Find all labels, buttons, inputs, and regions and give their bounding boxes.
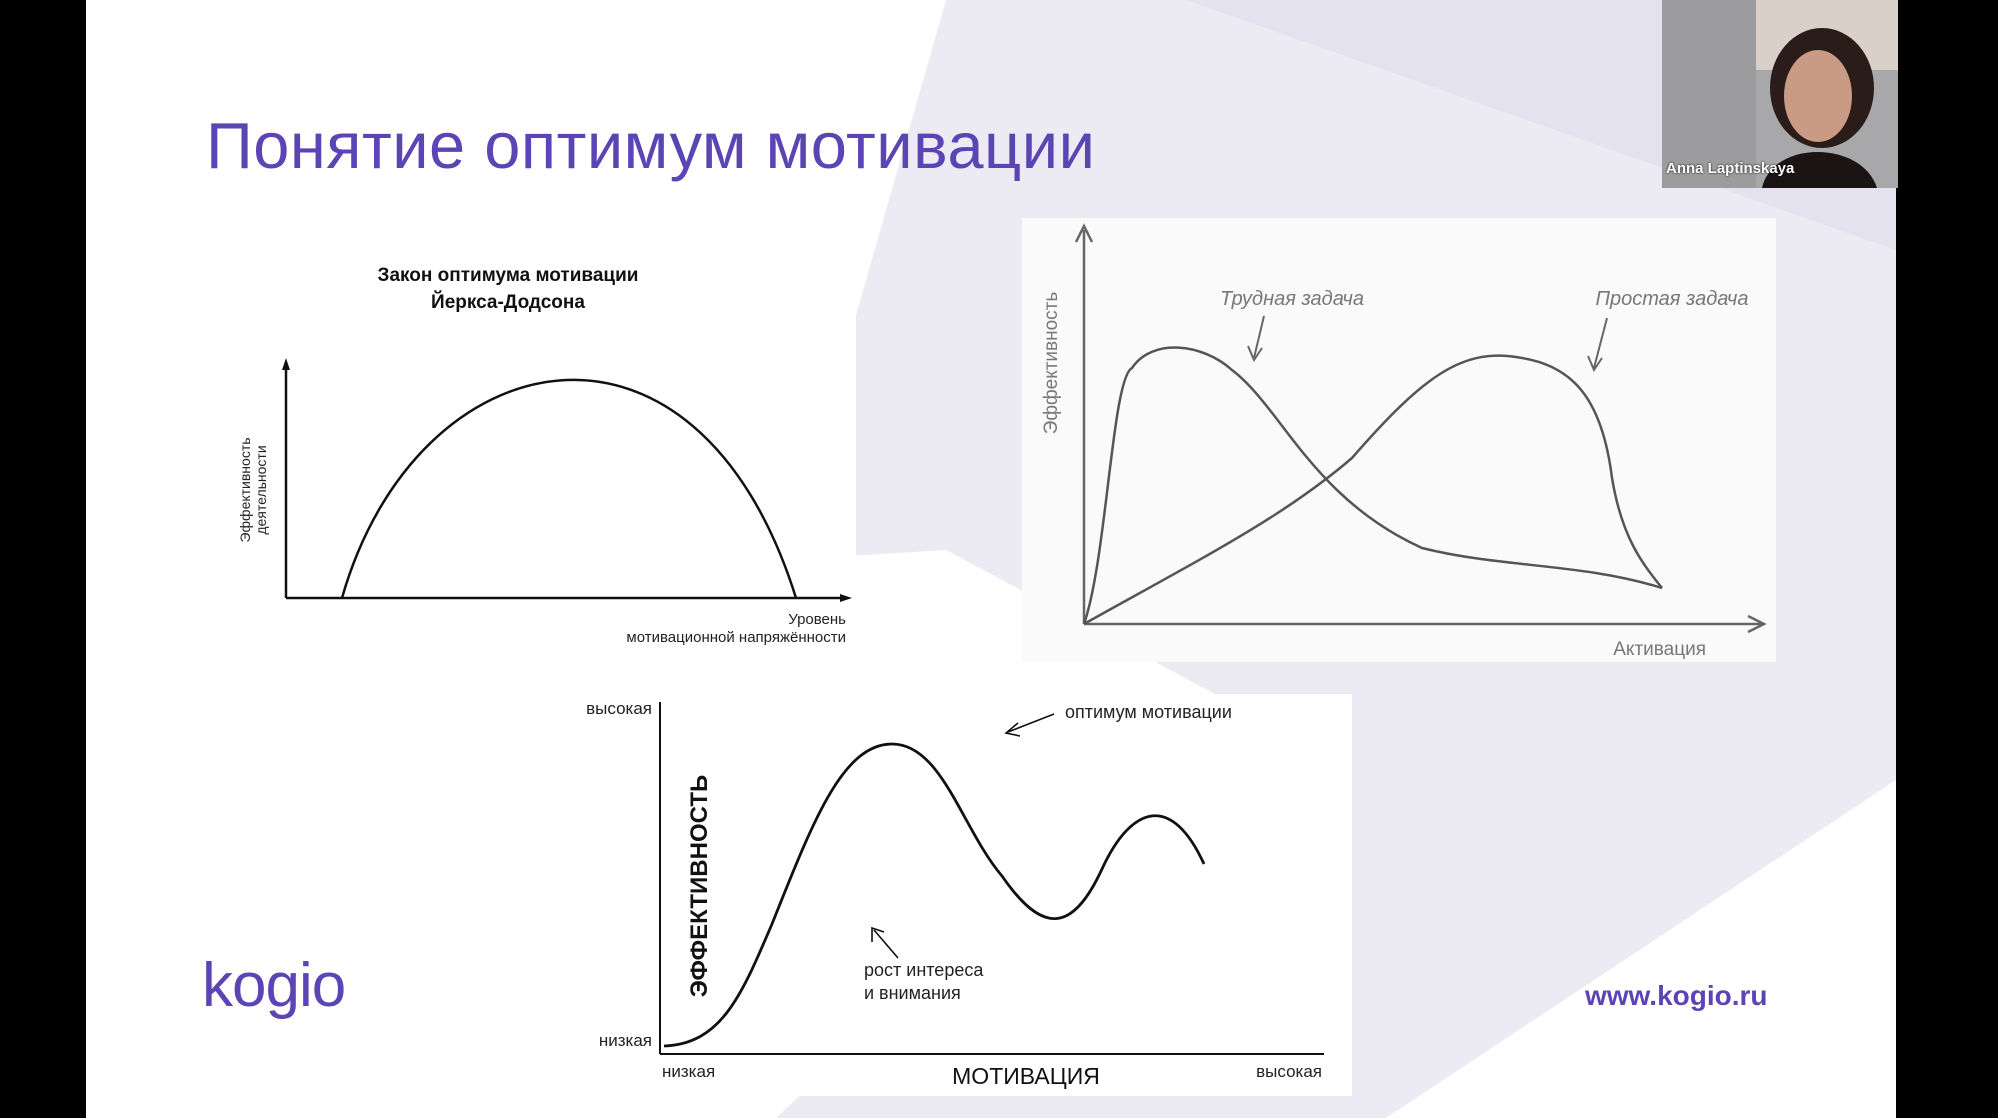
participant-video-image [1662,0,1898,188]
chart3-annotation-optimum: оптимум мотивации [1065,702,1232,722]
chart3-xtick-low: низкая [662,1062,715,1081]
chart1-curve [340,378,798,599]
chart-motivation-optimum: высокая низкая ЭФФЕКТИВНОСТЬ оптимум мот… [572,694,1352,1096]
chart3-ylabel: ЭФФЕКТИВНОСТЬ [686,775,713,998]
chart1-ylabel-line2: деятельности [253,445,269,534]
chart3-annotation-growth-line1: рост интереса [864,960,984,980]
chart3-ytick-high: высокая [586,699,652,718]
chart3-ytick-low: низкая [599,1031,652,1050]
chart1-xlabel-line2: мотивационной напряжённости [626,629,846,646]
chart2-curve-difficult [1082,346,1663,625]
chart1-xlabel-line1: Уровень [788,611,846,628]
chart1-title-line1: Закон оптимума мотивации [378,265,639,286]
chart3-xlabel: МОТИВАЦИЯ [952,1063,1100,1089]
chart-task-difficulty: Эффективность Трудная задача Простая зад… [1022,218,1776,662]
chart2-annotation-simple: Простая задача [1595,288,1748,310]
chart2-xlabel: Активация [1613,639,1706,660]
chart2-ylabel: Эффективность [1041,292,1062,435]
kogio-logo: kogio [202,951,346,1020]
participant-video-tile[interactable]: Anna Laptinskaya [1662,0,1898,188]
chart1-title-line2: Йеркса-Додсона [431,291,585,313]
website-link[interactable]: www.kogio.ru [1585,980,1768,1011]
participant-name: Anna Laptinskaya [1666,160,1795,177]
chart3-xtick-high: высокая [1256,1062,1322,1081]
presentation-slide: Понятие оптимум мотивации Закон оптимума… [86,0,1896,1118]
chart3-curve [663,742,1206,1048]
chart2-curve-simple [1083,354,1663,626]
chart-yerkes-dodson: Закон оптимума мотивации Йеркса-Додсона … [216,218,856,658]
slide-title: Понятие оптимум мотивации [206,109,1096,182]
chart1-ylabel-line1: Эффективность [237,437,253,542]
chart2-annotation-difficult: Трудная задача [1220,288,1364,310]
chart3-annotation-growth-line2: и внимания [864,983,961,1003]
